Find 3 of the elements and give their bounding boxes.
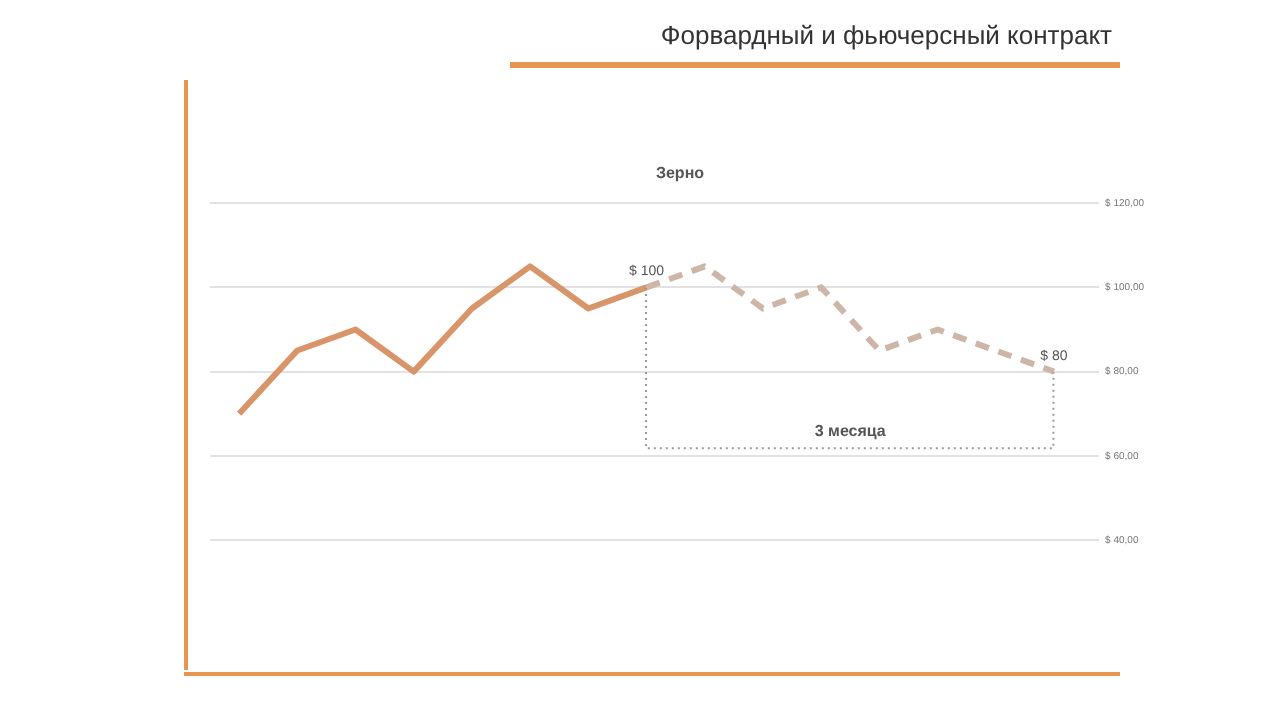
annotation: 3 месяца <box>812 421 888 440</box>
chart-title: Форвардный и фьючерсный контракт <box>660 20 1112 50</box>
chart-subtitle: Зерно <box>655 164 705 183</box>
